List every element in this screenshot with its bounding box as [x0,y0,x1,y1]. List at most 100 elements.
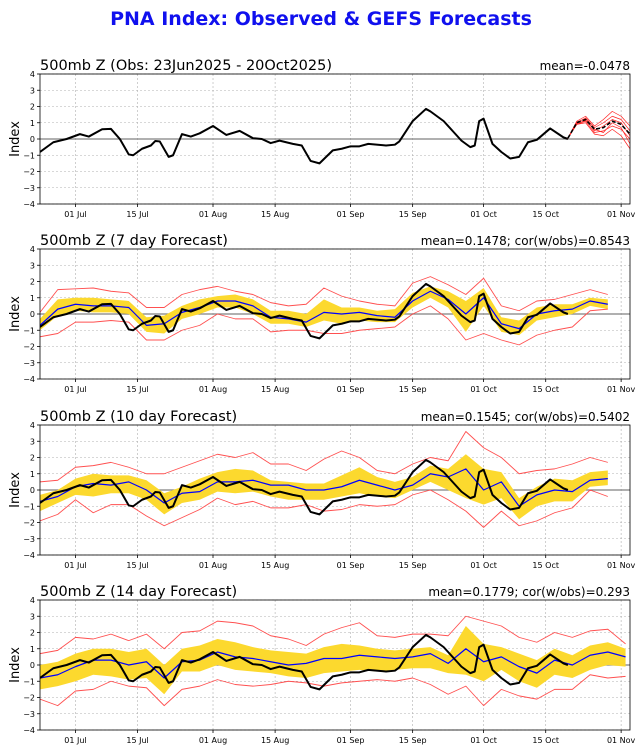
x-tick-label: 15 Jul [126,561,148,570]
x-tick-label: 15 Jul [126,210,148,219]
spread-band [40,454,608,520]
panel-stat-text: mean=-0.0478 [540,59,630,73]
forecast-mean-line [40,468,608,507]
x-tick-label: 01 Nov [607,385,636,394]
y-axis-label: Index [8,296,23,332]
gefs-member-line [567,111,630,139]
observed-line [40,633,569,691]
ensemble-max-line [40,276,608,313]
y-tick-label: 0 [30,661,35,670]
y-tick-label: −1 [23,502,35,511]
y-tick-label: −1 [23,326,35,335]
x-tick-label: 01 Aug [199,385,227,394]
y-tick-label: −2 [23,519,35,528]
observed-line [40,458,569,516]
ensemble-max-line [40,431,608,483]
observed-line [40,107,569,165]
y-tick-label: 1 [30,119,35,128]
y-axis-label: Index [8,647,23,683]
x-tick-label: 01 Sep [337,385,365,394]
x-tick-label: 01 Aug [199,736,227,745]
x-tick-label: 15 Sep [399,736,427,745]
x-tick-label: 15 Oct [532,210,559,219]
gefs-member-line [567,120,630,140]
x-tick-label: 15 Jul [126,736,148,745]
y-tick-label: 2 [30,278,35,287]
y-tick-label: −2 [23,168,35,177]
panel-title: 500mb Z (Obs: 23Jun2025 - 20Oct2025) [40,58,332,74]
panel-title: 500mb Z (14 day Forecast) [40,584,237,600]
y-tick-label: −4 [23,726,35,735]
x-tick-label: 01 Jul [64,385,86,394]
y-axis-label: Index [8,121,23,157]
x-tick-label: 01 Jul [64,736,86,745]
plot-area [40,431,630,528]
x-tick-label: 01 Jul [64,561,86,570]
x-tick-label: 15 Aug [261,385,289,394]
x-tick-label: 01 Nov [607,561,636,570]
panel-1: 4 3 2 1 0 −1 −2 −3 −4 01 Jul 15 Jul 01 Aug 15 Aug 01 … [8,58,636,219]
y-tick-label: −3 [23,710,35,719]
x-tick-label: 01 Sep [337,210,365,219]
x-tick-label: 15 Jul [126,385,148,394]
x-tick-label: 01 Oct [470,736,497,745]
y-tick-label: −4 [23,200,35,209]
y-tick-label: −3 [23,535,35,544]
y-tick-label: 2 [30,629,35,638]
ensemble-max-line [40,615,626,655]
plot-area [40,276,630,346]
x-tick-label: 15 Sep [399,385,427,394]
x-tick-label: 15 Aug [261,561,289,570]
panel-3: 4 3 2 1 0 −1 −2 −3 −4 01 Jul 15 Jul 01 Aug 15 Aug 01 … [8,409,636,570]
y-tick-label: 0 [30,310,35,319]
y-tick-label: 0 [30,135,35,144]
axes-frame [39,73,631,205]
axes-frame [39,248,631,380]
gefs-mean-line [567,118,630,139]
y-tick-label: 3 [30,437,35,446]
y-tick-label: 1 [30,645,35,654]
x-tick-label: 01 Oct [470,210,497,219]
x-tick-label: 01 Aug [199,210,227,219]
spread-band [40,626,626,695]
y-tick-label: 3 [30,612,35,621]
y-tick-label: −4 [23,551,35,560]
x-tick-label: 15 Sep [399,210,427,219]
x-tick-label: 01 Nov [607,210,636,219]
y-tick-label: 2 [30,454,35,463]
x-tick-label: 15 Oct [532,385,559,394]
panel-title: 500mb Z (10 day Forecast) [40,409,237,425]
axes-frame [39,599,631,731]
x-tick-label: 15 Oct [532,736,559,745]
y-tick-label: −2 [23,343,35,352]
y-tick-label: 4 [30,421,35,430]
y-tick-label: −3 [23,184,35,193]
x-tick-label: 01 Nov [607,736,636,745]
y-tick-label: 4 [30,245,35,254]
y-tick-label: −1 [23,677,35,686]
panel-stat-text: mean=0.1478; cor(w/obs)=0.8543 [421,234,630,248]
main-title: PNA Index: Observed & GEFS Forecasts [110,8,532,30]
x-tick-label: 15 Sep [399,561,427,570]
gefs-member-line [567,122,630,149]
y-tick-label: 3 [30,261,35,270]
y-tick-label: 1 [30,294,35,303]
y-tick-label: −1 [23,151,35,160]
x-tick-label: 01 Oct [470,561,497,570]
panel-stat-text: mean=0.1779; cor(w/obs)=0.293 [428,585,630,599]
y-tick-label: 1 [30,470,35,479]
x-tick-label: 15 Oct [532,561,559,570]
y-tick-label: 3 [30,86,35,95]
y-axis-label: Index [8,472,23,508]
y-tick-label: 2 [30,103,35,112]
x-tick-label: 01 Oct [470,385,497,394]
y-tick-label: −2 [23,694,35,703]
axes-frame [39,424,631,556]
y-tick-label: −3 [23,359,35,368]
spread-band [40,286,608,336]
panel-2: 4 3 2 1 0 −1 −2 −3 −4 01 Jul 15 Jul 01 Aug 15 Aug 01 … [8,233,636,394]
panel-4: 4 3 2 1 0 −1 −2 −3 −4 01 Jul 15 Jul 01 Aug 15 Aug 01 … [8,584,636,745]
y-tick-label: 0 [30,486,35,495]
x-tick-label: 01 Sep [337,561,365,570]
x-tick-label: 01 Aug [199,561,227,570]
